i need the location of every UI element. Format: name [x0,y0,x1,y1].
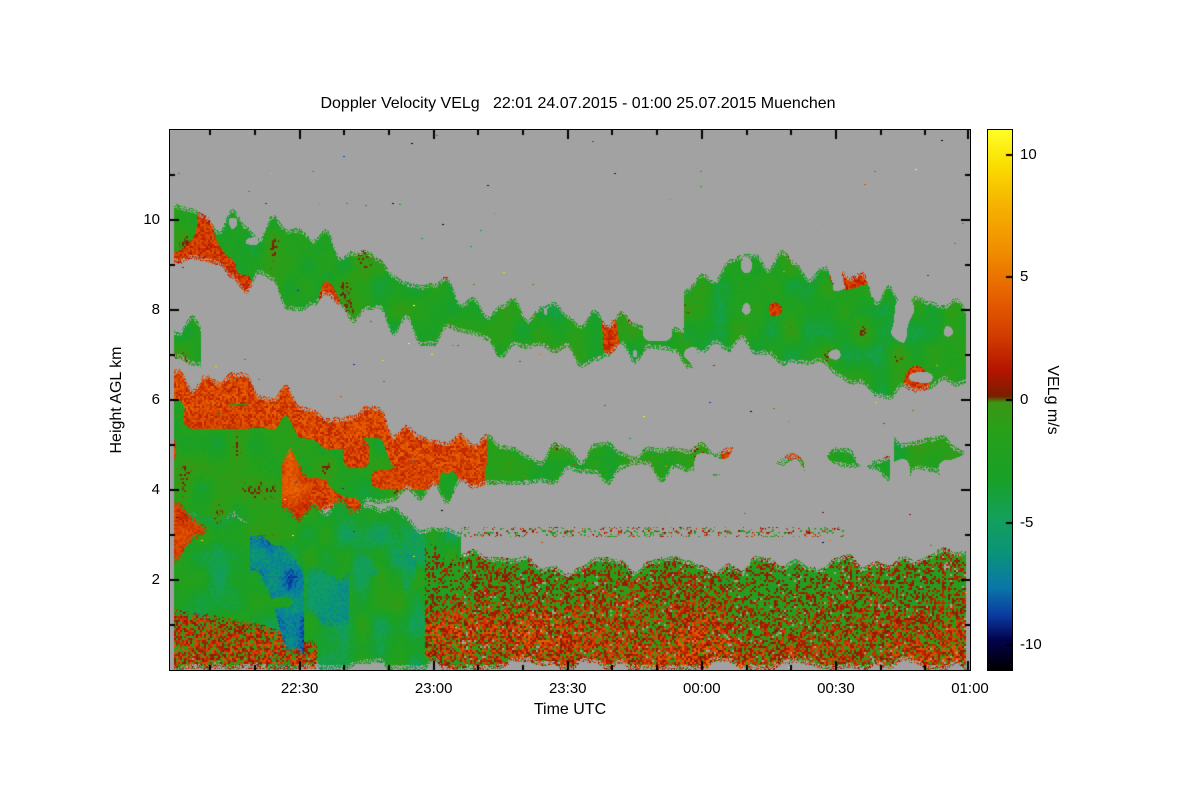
y-tick-label: 4 [151,481,160,498]
colorbar-canvas [987,129,1013,671]
x-tick-label: 23:30 [548,680,587,697]
y-tick-label: 10 [143,211,160,228]
x-tick-label: 22:30 [280,680,319,697]
y-tick-label: 6 [151,391,160,408]
colorbar-tick-label: 5 [1020,268,1029,286]
chart-title: Doppler Velocity VELg 22:01 24.07.2015 -… [320,95,836,112]
x-tick-label: 00:00 [683,680,721,697]
x-tick-label: 01:00 [951,680,989,697]
x-tick-label: 23:00 [414,680,453,697]
heatmap-canvas [169,129,971,671]
x-axis-label: Time UTC [533,701,607,718]
colorbar-tick-label: 10 [1020,145,1037,163]
y-tick-label: 2 [151,571,160,588]
colorbar-tick-label: 0 [1020,391,1029,408]
colorbar-tick-label: -10 [1020,636,1042,654]
x-tick-label: 00:30 [817,680,855,697]
colorbar-tick-label: -5 [1020,513,1034,531]
y-tick-label: 8 [151,301,160,318]
